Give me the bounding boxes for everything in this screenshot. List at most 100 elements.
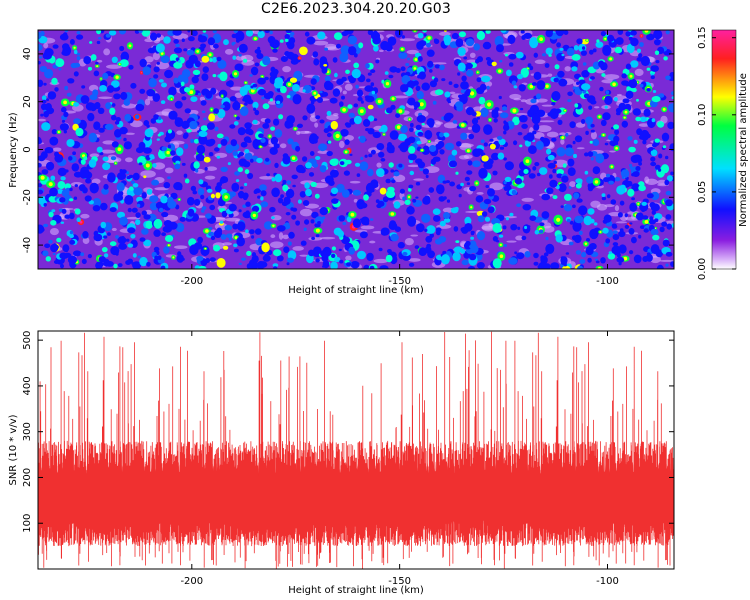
spectrogram-peak — [612, 82, 616, 87]
spectrogram-low-patch — [541, 104, 554, 107]
spectrogram-low-patch — [513, 98, 522, 101]
spectrogram-blob — [329, 169, 339, 178]
spectrogram-blob — [153, 114, 160, 120]
spectrogram-blob — [88, 159, 97, 168]
spectrogram-blob — [176, 147, 184, 157]
colorbar: 0.000.050.100.15 Normalized spectral amp… — [697, 27, 749, 281]
spectrogram-blob — [339, 161, 345, 166]
spectrogram-blob — [245, 229, 249, 233]
spectrogram-low-patch — [407, 164, 420, 168]
spectrogram-blob — [546, 148, 552, 155]
spectrogram-blob — [503, 180, 507, 185]
spectrogram-blob — [415, 124, 422, 130]
spectrogram-blob — [640, 129, 650, 141]
spectrogram-peak — [73, 46, 76, 49]
spectrogram-blob — [581, 119, 586, 124]
spectrogram-blob — [42, 250, 49, 257]
spectrogram-low-patch — [538, 120, 555, 123]
spectrogram-blob — [343, 170, 350, 176]
spectrogram-blob — [255, 238, 263, 246]
spectrogram-blob — [564, 147, 575, 157]
spectrogram-blob — [574, 234, 582, 244]
spectrogram-blob — [574, 135, 583, 143]
spectrogram-blob — [285, 30, 292, 34]
spectrogram-blob — [243, 58, 248, 63]
spectrogram-blob — [82, 231, 89, 239]
spectrogram-blob — [347, 104, 353, 109]
spectrogram-blobs — [38, 30, 674, 269]
spectrogram-blob — [568, 241, 574, 246]
spectrogram-peak — [466, 149, 470, 153]
spectrogram-blob — [407, 97, 416, 106]
spectrogram-blob — [38, 139, 42, 144]
spectrogram-blob — [292, 207, 298, 212]
spectrogram-blob — [665, 263, 669, 267]
spectrogram-low-patch — [392, 174, 406, 183]
spectrogram-low-patch — [515, 235, 524, 241]
spectrogram-blob — [604, 105, 608, 109]
spectrogram-blob — [282, 155, 291, 165]
spectrogram-blob — [425, 174, 429, 179]
spectrogram-blob — [81, 258, 87, 265]
spectrogram-blob — [587, 257, 592, 263]
spectrogram-blob — [399, 144, 404, 149]
spectrogram-blob — [125, 238, 130, 242]
spectrogram-blob — [184, 108, 191, 114]
spectrogram-blob — [271, 177, 276, 182]
spectrogram-blob — [375, 59, 380, 64]
spectrogram-low-patch — [324, 43, 337, 50]
spectrogram-blob — [38, 79, 44, 87]
spectrogram-blob — [625, 90, 634, 100]
spectrogram-low-patch — [457, 143, 474, 148]
spectrogram-blob — [73, 62, 81, 68]
spectrogram-blob — [389, 66, 398, 73]
spectrogram-blob — [348, 246, 356, 255]
spectrogram-blob — [244, 102, 248, 106]
spectrogram-blob — [83, 56, 92, 65]
spectrogram-blob — [99, 152, 104, 156]
spectrogram-blob — [367, 168, 374, 177]
spectrogram-blob — [587, 208, 595, 215]
spectrogram-blob — [341, 189, 350, 198]
spectrogram-blob — [338, 248, 342, 252]
spectrogram-blob — [465, 38, 475, 47]
spectrogram-blob — [558, 78, 568, 87]
spectrogram-blob — [542, 53, 546, 57]
spectrogram-blob — [317, 31, 326, 40]
spectrogram-peak — [623, 256, 628, 261]
spectrogram-blob — [180, 81, 185, 87]
spectrogram-blob — [454, 206, 459, 211]
spectrogram-blob — [640, 55, 651, 67]
spectrogram-blob — [153, 229, 161, 237]
spectrogram-peak — [167, 244, 170, 247]
spectrogram-blob — [384, 71, 389, 75]
spectrogram-blob — [455, 38, 464, 48]
spectrogram-blob — [81, 85, 86, 89]
spectrogram-blob — [603, 214, 612, 223]
spectrogram-blob — [197, 187, 205, 196]
spectrogram-blob — [545, 243, 555, 254]
spectrogram-blob — [191, 76, 199, 84]
spectrogram-blob — [615, 37, 624, 45]
spectrogram-blob — [164, 135, 172, 143]
spectrogram-blob — [85, 178, 92, 184]
spectrogram-blob — [203, 117, 207, 121]
spectrogram-blob — [373, 45, 379, 52]
spectrogram-blob — [503, 124, 510, 131]
spectrogram-blob — [367, 72, 372, 76]
spectrogram-peak — [624, 110, 628, 114]
spectrogram-blob — [93, 121, 101, 130]
spectrogram-blob — [69, 234, 74, 239]
spectrogram-low-patch — [379, 49, 384, 53]
spectrogram-blob — [272, 48, 278, 53]
spectrogram-blob — [319, 56, 328, 66]
spectrogram-blob — [548, 174, 553, 179]
snr-xtick-label: -200 — [180, 576, 203, 587]
spectrogram-blob — [341, 31, 349, 37]
spectrogram-blob — [592, 48, 597, 53]
spectrogram-blob — [520, 30, 525, 34]
spectrogram-low-patch — [467, 126, 473, 130]
spectrogram-blob — [480, 139, 485, 144]
spectrogram-blob — [635, 166, 641, 171]
spectrogram-blob — [172, 30, 182, 36]
